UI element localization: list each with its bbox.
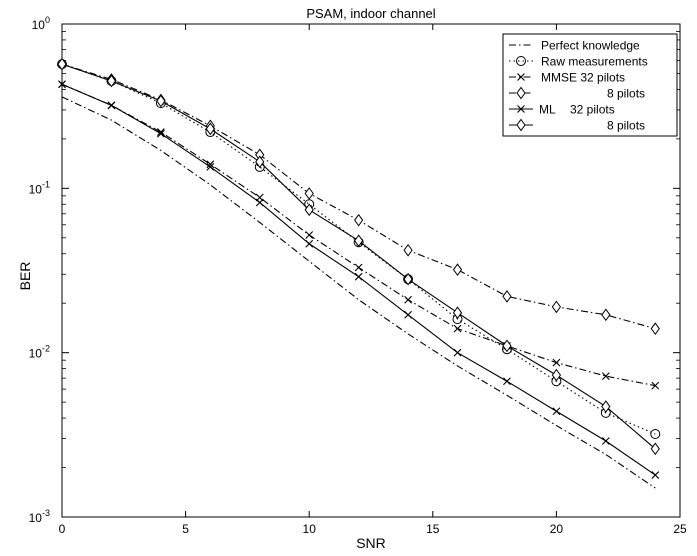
y-tick-label: 10-1 (29, 179, 50, 196)
data-point (502, 339, 512, 353)
series-4 (58, 80, 660, 479)
data-point (354, 234, 364, 248)
data-point (58, 80, 66, 89)
chart-title: PSAM, indoor channel (306, 6, 435, 21)
series-line (61, 96, 656, 489)
x-tick-label: 5 (182, 522, 189, 536)
legend-entry: Perfect knowledge (509, 39, 640, 53)
data-point (452, 306, 463, 320)
data-point (403, 243, 413, 257)
series-2 (58, 80, 660, 390)
data-point (305, 239, 314, 248)
legend-marker (517, 105, 525, 113)
data-point (205, 122, 215, 136)
series-line (61, 83, 656, 476)
data-point (651, 381, 660, 390)
y-tick-label: 100 (32, 15, 50, 32)
legend-marker (516, 86, 526, 100)
legend-entry: MMSE 32 pilots (509, 71, 625, 85)
data-point (354, 213, 364, 227)
data-point (304, 187, 314, 200)
legend-label: MMSE 32 pilots (541, 71, 625, 85)
data-point (206, 163, 215, 171)
legend-entry: Raw measurements (509, 55, 648, 69)
legend-label: 8 pilots (607, 87, 645, 101)
data-point (255, 155, 265, 169)
legend-label: 8 pilots (607, 119, 645, 133)
data-point (206, 160, 215, 169)
y-tick-label: 10-2 (29, 344, 50, 361)
x-tick-label: 25 (673, 522, 687, 536)
series-0 (61, 96, 656, 489)
legend-marker (516, 56, 526, 66)
legend-entry: ML 32 pilots (509, 103, 615, 117)
legend: Perfect knowledge Raw measurements MMSE 32… (502, 33, 678, 137)
legend-marker (517, 73, 525, 81)
data-point (404, 295, 412, 304)
legend-box (502, 33, 678, 137)
series-5 (57, 57, 660, 456)
y-tick-label: 10-3 (29, 508, 50, 525)
data-point (551, 300, 562, 314)
data-point (601, 372, 610, 381)
data-point (453, 324, 462, 333)
x-axis-label: SNR (356, 535, 386, 551)
data-point (601, 308, 611, 322)
data-point (354, 263, 363, 272)
data-point (650, 428, 661, 439)
legend-label: Perfect knowledge (541, 39, 640, 53)
legend-label: 32 pilots (570, 103, 615, 117)
legend-marker (516, 118, 526, 132)
data-point (255, 198, 264, 207)
data-point (404, 310, 412, 319)
data-point (452, 263, 463, 277)
x-tick-label: 15 (426, 522, 440, 536)
data-point (552, 407, 561, 416)
data-point (304, 203, 314, 217)
data-point (156, 128, 165, 136)
data-point (106, 74, 117, 88)
data-point (650, 322, 660, 336)
data-point (107, 101, 116, 110)
data-point (601, 437, 610, 445)
data-point (552, 358, 561, 367)
data-point (650, 442, 660, 456)
x-tick-label: 10 (303, 522, 317, 536)
data-point (57, 57, 67, 71)
data-point (503, 377, 511, 386)
data-point (156, 94, 166, 108)
data-point (651, 471, 660, 479)
legend-prefix: ML (539, 103, 556, 117)
data-point (453, 348, 462, 357)
legend-entry: 8 pilots (509, 119, 645, 133)
data-point (551, 368, 562, 382)
data-point (502, 290, 512, 303)
data-point (354, 272, 363, 281)
x-tick-label: 20 (550, 522, 564, 536)
plot-frame (61, 23, 681, 518)
data-point (403, 272, 413, 286)
y-axis-label: BER (17, 262, 33, 291)
legend-entry: 8 pilots (509, 87, 645, 101)
x-tick-label: 0 (59, 522, 66, 536)
data-point (601, 400, 611, 413)
legend-label: Raw measurements (541, 55, 648, 69)
data-point (305, 231, 314, 239)
data-point (156, 129, 165, 138)
